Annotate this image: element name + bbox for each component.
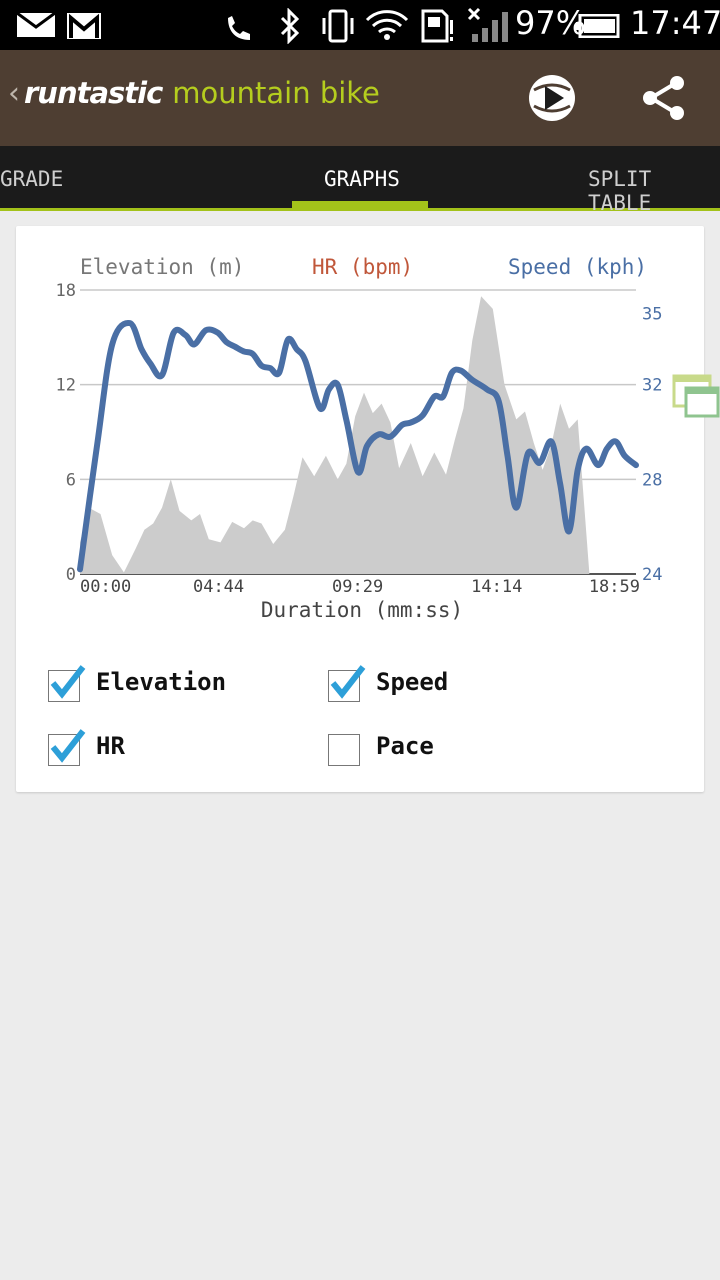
tab-graphs[interactable]: GRAPHS [324,167,400,191]
elevation-area [80,296,636,574]
share-icon[interactable] [640,74,688,122]
tab-grade[interactable]: GRADE [0,167,64,191]
play-video-button[interactable] [526,72,578,124]
elevation-checkbox-label: Elevation [96,668,227,696]
x-axis-label: Duration (mm:ss) [261,598,463,622]
active-tab-indicator [292,201,428,208]
speed-checkbox-row[interactable]: Speed [328,665,578,704]
pace-checkbox[interactable] [328,734,360,766]
hr-checkbox-label: HR [96,732,125,760]
status-bar: 97% 17:47 [0,0,720,50]
hr-checkbox[interactable] [48,729,86,766]
elevation-tick-label: 0 [66,565,76,585]
app-bar: ‹ runtastic mountain bike [0,50,720,146]
call-icon [228,16,250,40]
speed-tick-label: 35 [642,305,662,325]
speed-checkbox[interactable] [328,665,366,702]
checkmark-icon [330,665,366,699]
bluetooth-icon [280,8,300,44]
elevation-speed-chart[interactable]: 0 6 12 18 24 28 32 35 00:00 04:44 09:29 14:14 18:59 D… [16,226,704,626]
speed-axis-title: Speed (kph) [508,255,648,279]
speed-checkbox-label: Speed [376,668,449,696]
battery-percent: 97% [515,4,587,42]
pace-checkbox-label: Pace [376,732,434,760]
speed-tick-label: 28 [642,470,662,490]
app-logo[interactable]: ‹ runtastic mountain bike [8,76,380,111]
x-tick-label: 14:14 [471,577,522,597]
back-chevron-icon[interactable]: ‹ [8,76,20,111]
elevation-tick-label: 12 [56,376,76,396]
vibrate-icon [322,9,354,43]
mail-icon [16,12,56,37]
wifi-icon [365,10,409,40]
elevation-checkbox-row[interactable]: Elevation [48,665,298,704]
checkmark-icon [50,665,86,699]
x-tick-label: 09:29 [332,577,383,597]
x-tick-label: 18:59 [589,577,640,597]
product-name: mountain bike [172,76,380,110]
brand-name: runtastic [24,76,163,110]
elevation-axis-title: Elevation (m) [80,255,245,279]
hr-axis-title: HR (bpm) [312,255,414,279]
gmail-icon [67,13,101,39]
speed-tick-label: 24 [642,565,662,585]
speed-line [77,319,639,573]
signal-icon [467,7,508,42]
x-tick-label: 00:00 [80,577,131,597]
clock: 17:47 [630,4,720,42]
pace-checkbox-row[interactable]: Pace [328,732,578,768]
elevation-checkbox[interactable] [48,665,86,702]
sd-card-icon [421,9,453,43]
x-tick-label: 04:44 [193,577,244,597]
battery-icon [576,14,620,38]
hr-checkbox-row[interactable]: HR [48,729,298,768]
tab-bar: GRADE GRAPHS SPLIT TABLE [0,146,720,215]
elevation-tick-label: 6 [66,470,76,490]
elevation-tick-label: 18 [56,281,76,301]
tab-split-table[interactable]: SPLIT TABLE [588,167,652,215]
checkmark-icon [50,729,86,763]
speed-tick-label: 32 [642,376,662,396]
graph-card: Elevation (m) HR (bpm) Speed (kph) 0 6 12 1… [16,226,704,792]
multi-window-handle-icon[interactable] [672,374,720,420]
